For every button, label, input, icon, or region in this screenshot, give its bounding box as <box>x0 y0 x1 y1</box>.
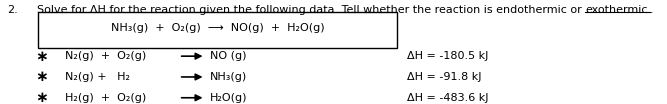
Text: ΔH = -91.8 kJ: ΔH = -91.8 kJ <box>407 72 482 82</box>
Text: NH₃(g)  +  O₂(g)  ⟶  NO(g)  +  H₂O(g): NH₃(g) + O₂(g) ⟶ NO(g) + H₂O(g) <box>111 23 324 33</box>
Text: N₂(g)  +  O₂(g): N₂(g) + O₂(g) <box>65 51 147 61</box>
Text: ΔH = -180.5 kJ: ΔH = -180.5 kJ <box>407 51 488 61</box>
Text: 2.: 2. <box>7 5 17 15</box>
Text: H₂O(g): H₂O(g) <box>210 93 247 103</box>
Text: ∗: ∗ <box>35 49 48 64</box>
Bar <box>38 12 397 48</box>
Text: ΔH = -483.6 kJ: ΔH = -483.6 kJ <box>407 93 488 103</box>
Text: H₂(g)  +  O₂(g): H₂(g) + O₂(g) <box>65 93 147 103</box>
Text: exothermic: exothermic <box>585 5 648 15</box>
Text: NO (g): NO (g) <box>210 51 247 61</box>
Text: ∗: ∗ <box>35 90 48 104</box>
Text: Solve for ΔH for the reaction given the following data. Tell whether the reactio: Solve for ΔH for the reaction given the … <box>37 5 585 15</box>
Text: ∗: ∗ <box>35 69 48 84</box>
Text: N₂(g) +   H₂: N₂(g) + H₂ <box>65 72 130 82</box>
Text: NH₃(g): NH₃(g) <box>210 72 247 82</box>
Text: .: . <box>650 5 653 15</box>
